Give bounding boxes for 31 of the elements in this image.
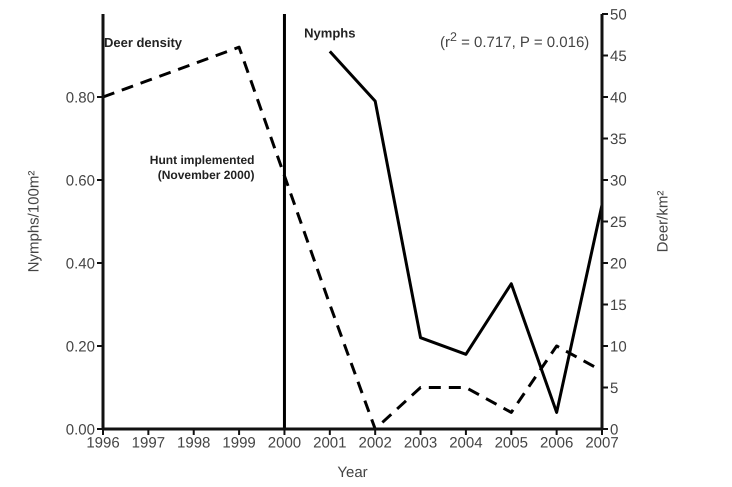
- y-axis-title: Nymphs/100m²: [25, 170, 42, 272]
- series-label: Nymphs: [304, 25, 356, 40]
- y-tick-label: 0.60: [66, 172, 95, 190]
- y-tick-label: 0.80: [66, 89, 95, 106]
- y2-tick-label: 10: [610, 338, 627, 356]
- x-tick-label: 1997: [132, 434, 166, 452]
- x-tick-label: 2006: [540, 434, 574, 452]
- annotation: (r$^{2}$ = 0.717, P = 0.016): [440, 30, 590, 51]
- x-tick-label: 2000: [268, 434, 302, 452]
- y2-tick-label: 40: [610, 89, 627, 106]
- y2-tick-label: 35: [610, 130, 627, 148]
- x-axis-title: Year: [337, 464, 368, 481]
- x-tick-label: 2004: [449, 434, 483, 452]
- y2-tick-label: 15: [610, 296, 627, 314]
- ref-line-label: Hunt implemented (November 2000): [150, 153, 254, 182]
- y2-tick-label: 30: [610, 172, 627, 190]
- x-tick-label: 1998: [177, 434, 210, 452]
- x-tick-label: 2005: [494, 434, 528, 452]
- x-tick-label: 2001: [313, 434, 347, 452]
- y2-tick-label: 50: [610, 6, 627, 24]
- y-tick-label: 0.40: [66, 255, 95, 272]
- y2-tick-label: 20: [610, 255, 627, 272]
- y-tick-label: 0.20: [66, 338, 95, 356]
- x-tick-label: 2002: [358, 434, 392, 452]
- y2-tick-label: 25: [610, 214, 627, 231]
- x-tick-label: 2003: [404, 434, 438, 452]
- series-label: Deer density: [104, 35, 183, 50]
- y2-tick-label: 45: [610, 48, 627, 65]
- x-tick-label: 1999: [222, 434, 256, 452]
- y2-axis-title: Deer/km²: [654, 190, 672, 252]
- y2-tick-label: 5: [610, 380, 618, 397]
